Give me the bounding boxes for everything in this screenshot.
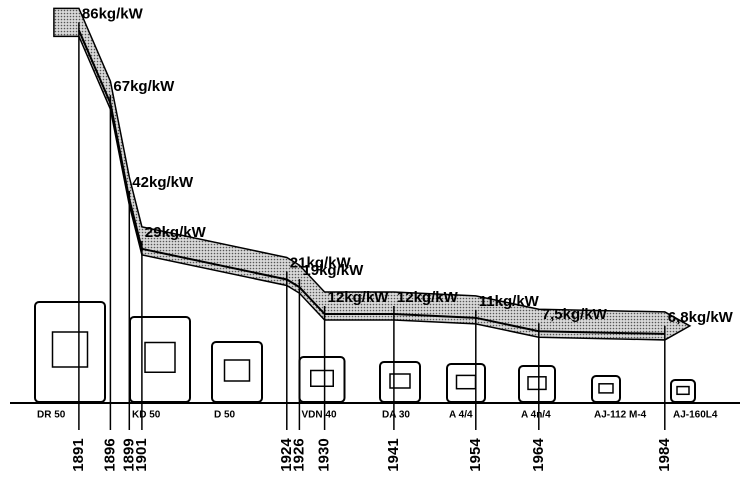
motor-label: AJ-160L4 — [673, 410, 718, 421]
motor-icon — [380, 362, 420, 402]
motor-label: A 4/4 — [449, 410, 473, 421]
year-label: 1930 — [316, 438, 333, 471]
year-label: 1896 — [101, 438, 118, 471]
year-label: 1891 — [70, 438, 87, 471]
year-label: 1984 — [656, 438, 673, 472]
motor-label: VDN 40 — [302, 410, 337, 421]
motor-label: AJ-112 M-4 — [594, 410, 647, 421]
value-label: 12kg/kW — [397, 289, 459, 306]
motor-icon — [592, 376, 620, 402]
motor-label: D 50 — [214, 410, 236, 421]
motor-label: DR 50 — [37, 410, 66, 421]
motor-icon — [447, 364, 485, 402]
motor-label: KD 50 — [132, 410, 161, 421]
year-label: 1901 — [133, 438, 150, 471]
motor-icon — [130, 317, 190, 402]
value-label: 67kg/kW — [113, 78, 175, 95]
year-label: 1954 — [467, 438, 484, 472]
year-label: 1964 — [530, 438, 547, 472]
value-label: 29kg/kW — [145, 224, 207, 241]
value-label: 12kg/kW — [328, 289, 390, 306]
motor-icon — [212, 342, 262, 402]
value-label: 11kg/kW — [479, 293, 540, 310]
value-label: 86kg/kW — [82, 5, 144, 22]
motor-icon — [300, 357, 345, 402]
chart: DR 50 KD 50 D 50 VDN 40 DA 30 A 4/4 A 4n/4 AJ-1… — [0, 0, 747, 481]
year-label: 1926 — [290, 438, 307, 471]
value-label: 7,5kg/kW — [542, 306, 608, 323]
motor-icon — [671, 380, 695, 402]
motor-icon — [35, 302, 105, 402]
year-label: 1941 — [385, 438, 402, 471]
motor-label: A 4n/4 — [521, 410, 551, 421]
motor-icon — [519, 366, 555, 402]
value-label: 6,8kg/kW — [668, 309, 734, 326]
motor-label: DA 30 — [382, 410, 410, 421]
value-label: 42kg/kW — [132, 174, 194, 191]
value-label: 19kg/kW — [302, 262, 364, 279]
